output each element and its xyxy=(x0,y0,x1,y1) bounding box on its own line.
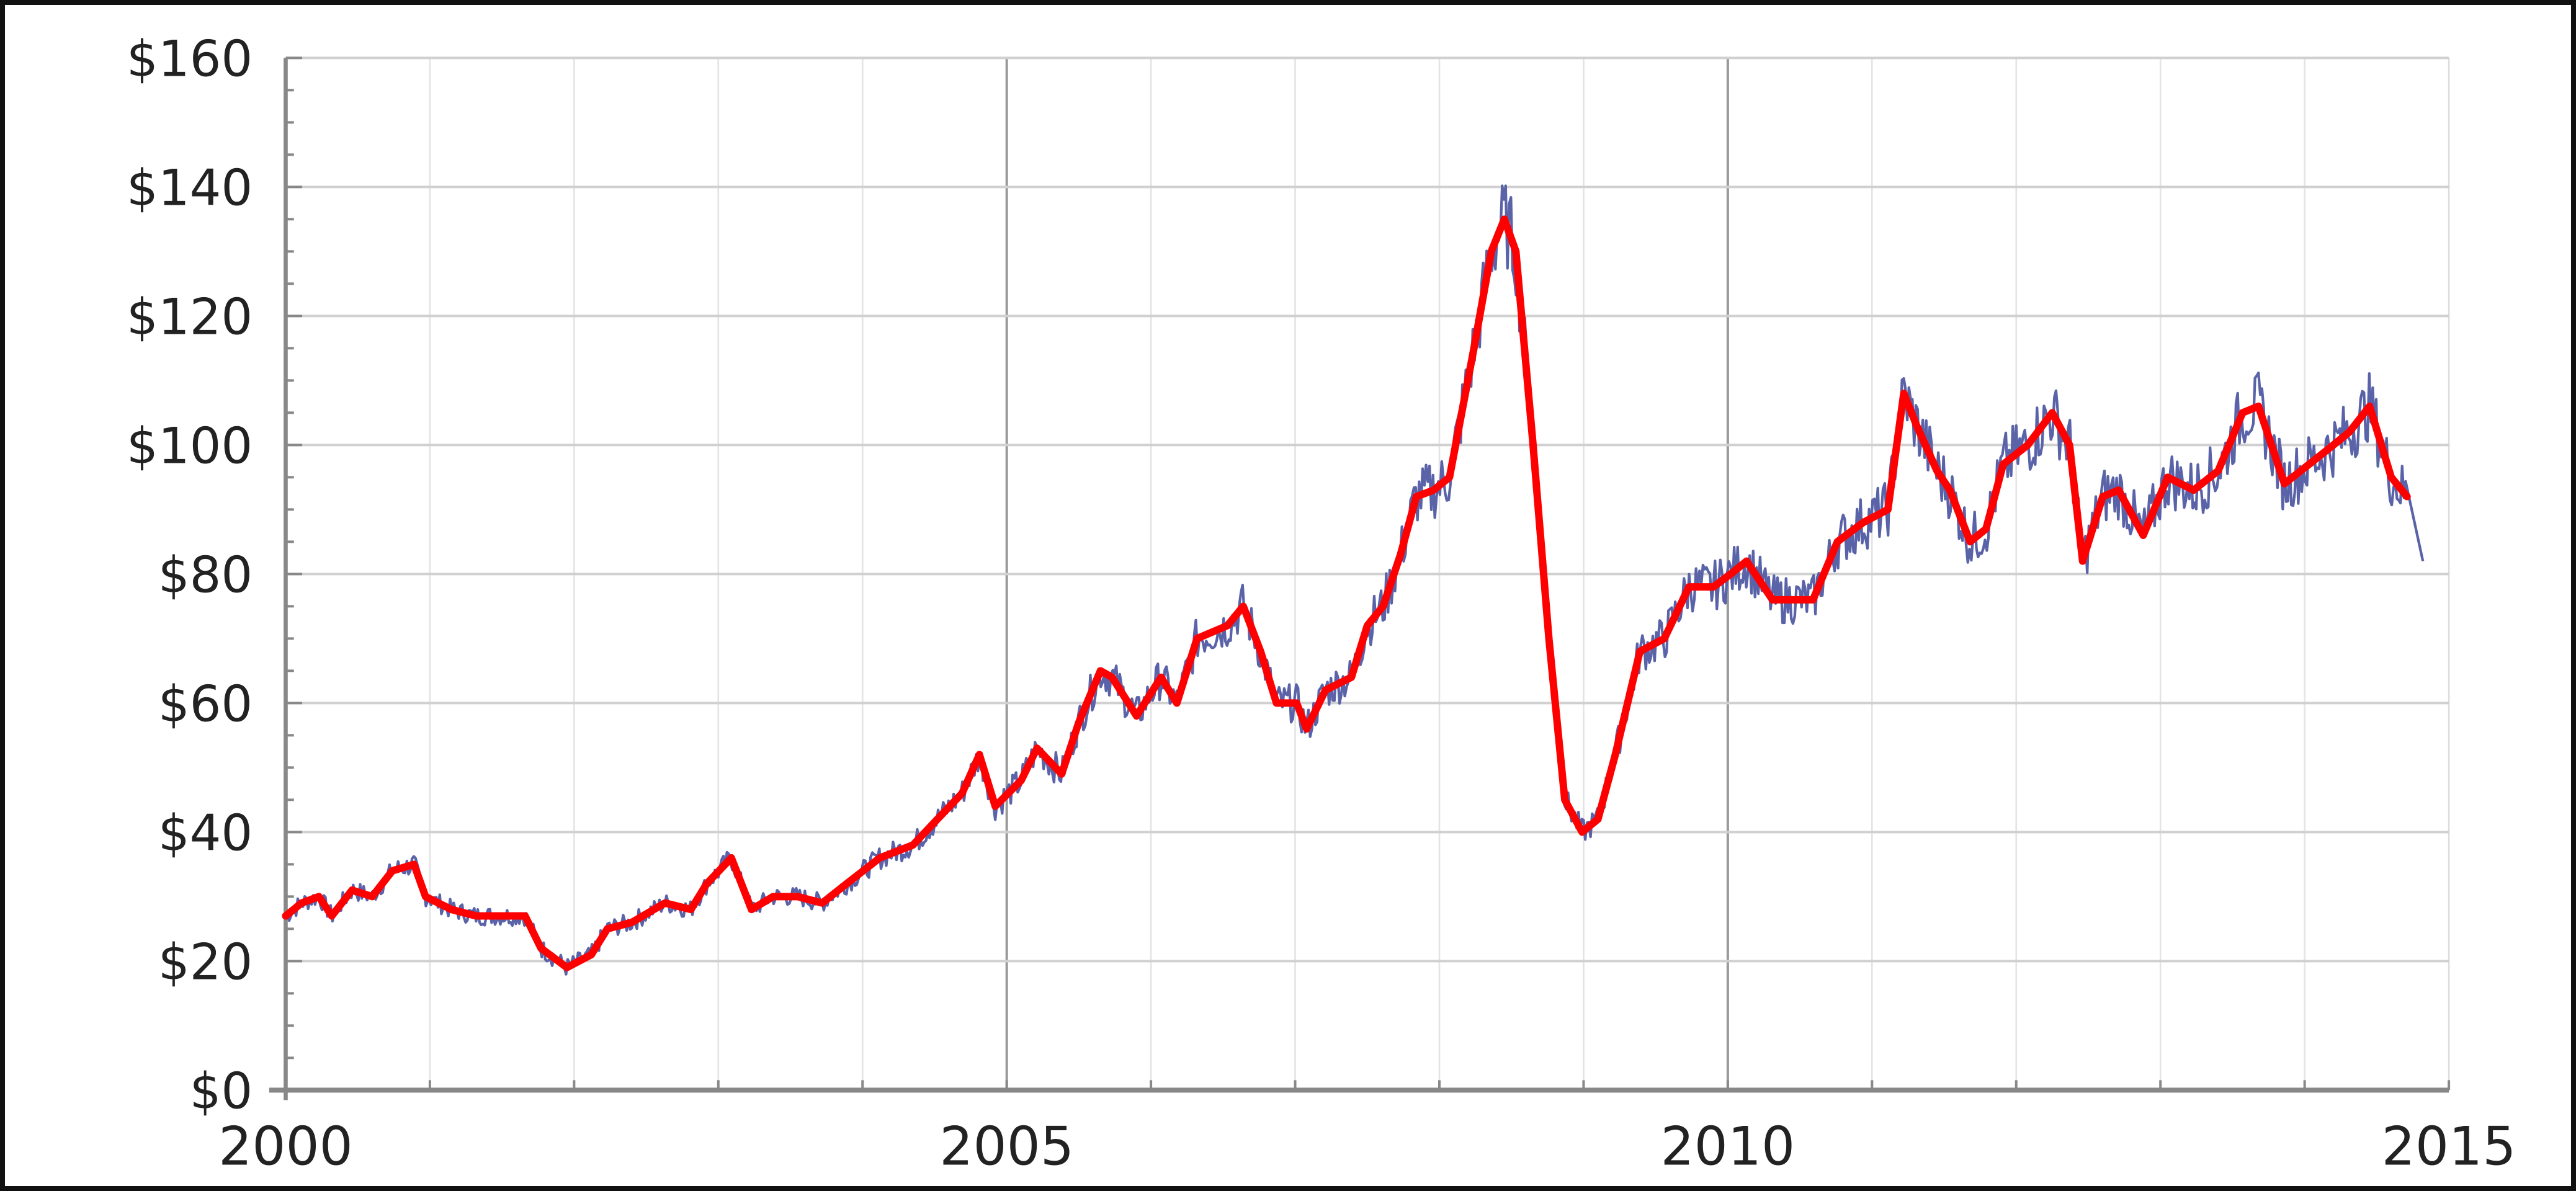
smoothed-price-line xyxy=(282,215,2411,971)
data-point xyxy=(1243,606,1244,607)
data-point xyxy=(846,883,847,884)
data-point xyxy=(2143,535,2144,536)
x-tick-label: 2000 xyxy=(218,1116,353,1177)
data-point xyxy=(2390,477,2392,478)
data-point xyxy=(772,896,774,897)
data-point xyxy=(1383,606,1384,607)
x-tick-label: 2010 xyxy=(1660,1116,1795,1177)
x-tick-label: 2005 xyxy=(939,1116,1074,1177)
data-point xyxy=(797,896,798,897)
data-point xyxy=(1416,496,1417,497)
oil-price-line-chart: $0 $20 $40 $60 $80 $100 $120 $140 $160 2000 2005 20… xyxy=(127,30,2516,1178)
data-point xyxy=(979,754,980,755)
data-point xyxy=(1433,489,1434,491)
y-tick-label: $20 xyxy=(158,934,253,991)
y-tick-label: $80 xyxy=(158,547,253,604)
data-point xyxy=(2193,489,2194,491)
y-tick-label: $60 xyxy=(158,676,253,733)
data-point xyxy=(318,896,320,897)
data-point xyxy=(372,896,373,897)
data-point xyxy=(1615,754,1616,755)
data-point xyxy=(1863,522,1864,523)
data-point xyxy=(1449,477,1450,478)
data-point xyxy=(1227,625,1228,626)
y-tick-label: $140 xyxy=(127,159,253,217)
series-layer xyxy=(282,184,2425,976)
data-point xyxy=(566,967,567,968)
y-tick-label: $160 xyxy=(127,30,253,88)
data-point xyxy=(2003,464,2004,465)
data-point xyxy=(1903,393,1904,394)
data-point xyxy=(751,909,752,910)
tick-labels: $0 $20 $40 $60 $80 $100 $120 $140 $160 2000 2005 20… xyxy=(127,30,2516,1178)
data-point xyxy=(2369,406,2370,407)
data-point xyxy=(2284,483,2285,484)
data-point xyxy=(1260,651,1261,652)
data-point xyxy=(1474,348,1475,349)
y-tick-label: $0 xyxy=(190,1063,253,1120)
data-point xyxy=(1887,509,1889,510)
y-tick-label: $100 xyxy=(127,417,253,475)
y-tick-label: $120 xyxy=(127,288,253,346)
data-point xyxy=(1504,219,1505,220)
axes xyxy=(269,56,2451,1100)
grid xyxy=(285,56,2450,1091)
data-point xyxy=(392,870,393,872)
data-point xyxy=(1949,489,1951,491)
raw-price-line xyxy=(284,184,2425,976)
data-point xyxy=(2258,406,2259,407)
data-point xyxy=(1078,722,1080,723)
x-tick-label: 2015 xyxy=(2382,1116,2516,1177)
data-point xyxy=(1021,780,1022,781)
data-point xyxy=(1367,625,1368,626)
y-tick-label: $40 xyxy=(158,805,253,862)
data-point xyxy=(1664,638,1665,639)
